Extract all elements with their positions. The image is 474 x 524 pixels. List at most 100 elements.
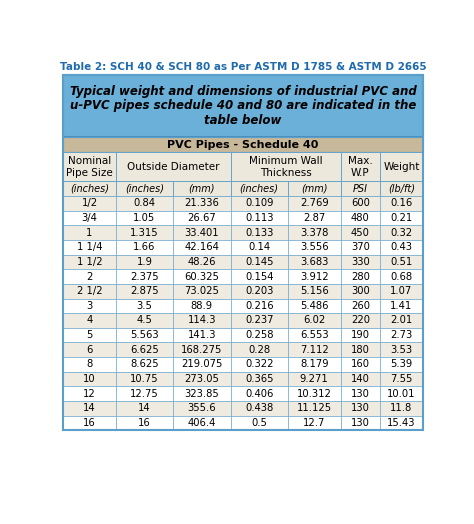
Bar — [116, 299, 173, 313]
Text: 114.3: 114.3 — [188, 315, 216, 325]
Bar — [173, 269, 230, 284]
Bar — [230, 240, 288, 255]
Bar — [380, 416, 423, 430]
Bar — [230, 299, 288, 313]
Bar — [173, 211, 230, 225]
Bar — [173, 284, 230, 299]
Text: 12.7: 12.7 — [303, 418, 326, 428]
Bar — [230, 225, 288, 240]
Text: 14: 14 — [83, 403, 96, 413]
Bar — [116, 211, 173, 225]
Bar — [63, 255, 116, 269]
Bar — [116, 328, 173, 342]
Bar — [173, 181, 230, 196]
Bar — [288, 372, 341, 386]
Bar — [116, 416, 173, 430]
Bar — [341, 240, 380, 255]
Text: 1.07: 1.07 — [390, 286, 412, 296]
Text: 4.5: 4.5 — [137, 315, 153, 325]
Bar — [116, 269, 173, 284]
Bar — [116, 181, 173, 196]
Text: 480: 480 — [351, 213, 370, 223]
Text: 0.113: 0.113 — [245, 213, 273, 223]
Bar — [288, 225, 341, 240]
Bar — [341, 181, 380, 196]
Text: 370: 370 — [351, 242, 370, 252]
Text: 1/2: 1/2 — [82, 199, 98, 209]
Bar — [63, 75, 423, 430]
Text: 8.625: 8.625 — [130, 359, 159, 369]
Bar — [63, 386, 116, 401]
Bar — [63, 152, 116, 181]
Bar — [230, 342, 288, 357]
Bar — [341, 342, 380, 357]
Bar — [288, 211, 341, 225]
Text: 6.02: 6.02 — [303, 315, 325, 325]
Text: (lb/ft): (lb/ft) — [388, 184, 415, 194]
Bar — [341, 313, 380, 328]
Bar — [63, 196, 116, 211]
Text: 219.075: 219.075 — [181, 359, 222, 369]
Bar — [288, 284, 341, 299]
Bar — [341, 255, 380, 269]
Bar — [116, 240, 173, 255]
Text: 3: 3 — [86, 301, 92, 311]
Text: 130: 130 — [351, 418, 370, 428]
Bar — [230, 386, 288, 401]
Text: 190: 190 — [351, 330, 370, 340]
Text: 12: 12 — [83, 389, 96, 399]
Bar — [63, 60, 423, 74]
Text: 16: 16 — [138, 418, 151, 428]
Bar — [341, 328, 380, 342]
Bar — [380, 313, 423, 328]
Bar — [173, 299, 230, 313]
Bar — [230, 152, 341, 181]
Text: 0.237: 0.237 — [245, 315, 273, 325]
Bar — [63, 342, 116, 357]
Text: 8: 8 — [86, 359, 92, 369]
Bar — [341, 299, 380, 313]
Text: 0.365: 0.365 — [245, 374, 273, 384]
Bar — [116, 284, 173, 299]
Text: PSI: PSI — [353, 184, 368, 194]
Text: 42.164: 42.164 — [184, 242, 219, 252]
Text: 0.258: 0.258 — [245, 330, 273, 340]
Text: 0.21: 0.21 — [390, 213, 412, 223]
Bar — [173, 328, 230, 342]
Text: 3/4: 3/4 — [82, 213, 98, 223]
Bar — [288, 255, 341, 269]
Bar — [288, 299, 341, 313]
Bar — [230, 211, 288, 225]
Bar — [63, 299, 116, 313]
Text: 5.39: 5.39 — [390, 359, 412, 369]
Bar — [288, 386, 341, 401]
Text: 16: 16 — [83, 418, 96, 428]
Bar — [380, 211, 423, 225]
Bar — [288, 269, 341, 284]
Text: 0.43: 0.43 — [391, 242, 412, 252]
Bar — [173, 255, 230, 269]
Text: 2.375: 2.375 — [130, 271, 159, 281]
Text: 330: 330 — [351, 257, 370, 267]
Text: 0.14: 0.14 — [248, 242, 270, 252]
Text: 0.154: 0.154 — [245, 271, 273, 281]
Text: 2.875: 2.875 — [130, 286, 159, 296]
Text: 0.5: 0.5 — [251, 418, 267, 428]
Text: 2 1/2: 2 1/2 — [77, 286, 102, 296]
Text: 5.156: 5.156 — [300, 286, 328, 296]
Text: 0.322: 0.322 — [245, 359, 273, 369]
Text: 2: 2 — [86, 271, 92, 281]
Text: 323.85: 323.85 — [184, 389, 219, 399]
Text: 160: 160 — [351, 359, 370, 369]
Bar — [341, 211, 380, 225]
Text: Nominal
Pipe Size: Nominal Pipe Size — [66, 156, 113, 178]
Text: 7.112: 7.112 — [300, 345, 328, 355]
Text: 0.203: 0.203 — [245, 286, 273, 296]
Bar — [288, 342, 341, 357]
Bar — [380, 284, 423, 299]
Bar — [173, 240, 230, 255]
Text: 9.271: 9.271 — [300, 374, 328, 384]
Text: 1.66: 1.66 — [133, 242, 155, 252]
Bar — [288, 240, 341, 255]
Bar — [173, 416, 230, 430]
